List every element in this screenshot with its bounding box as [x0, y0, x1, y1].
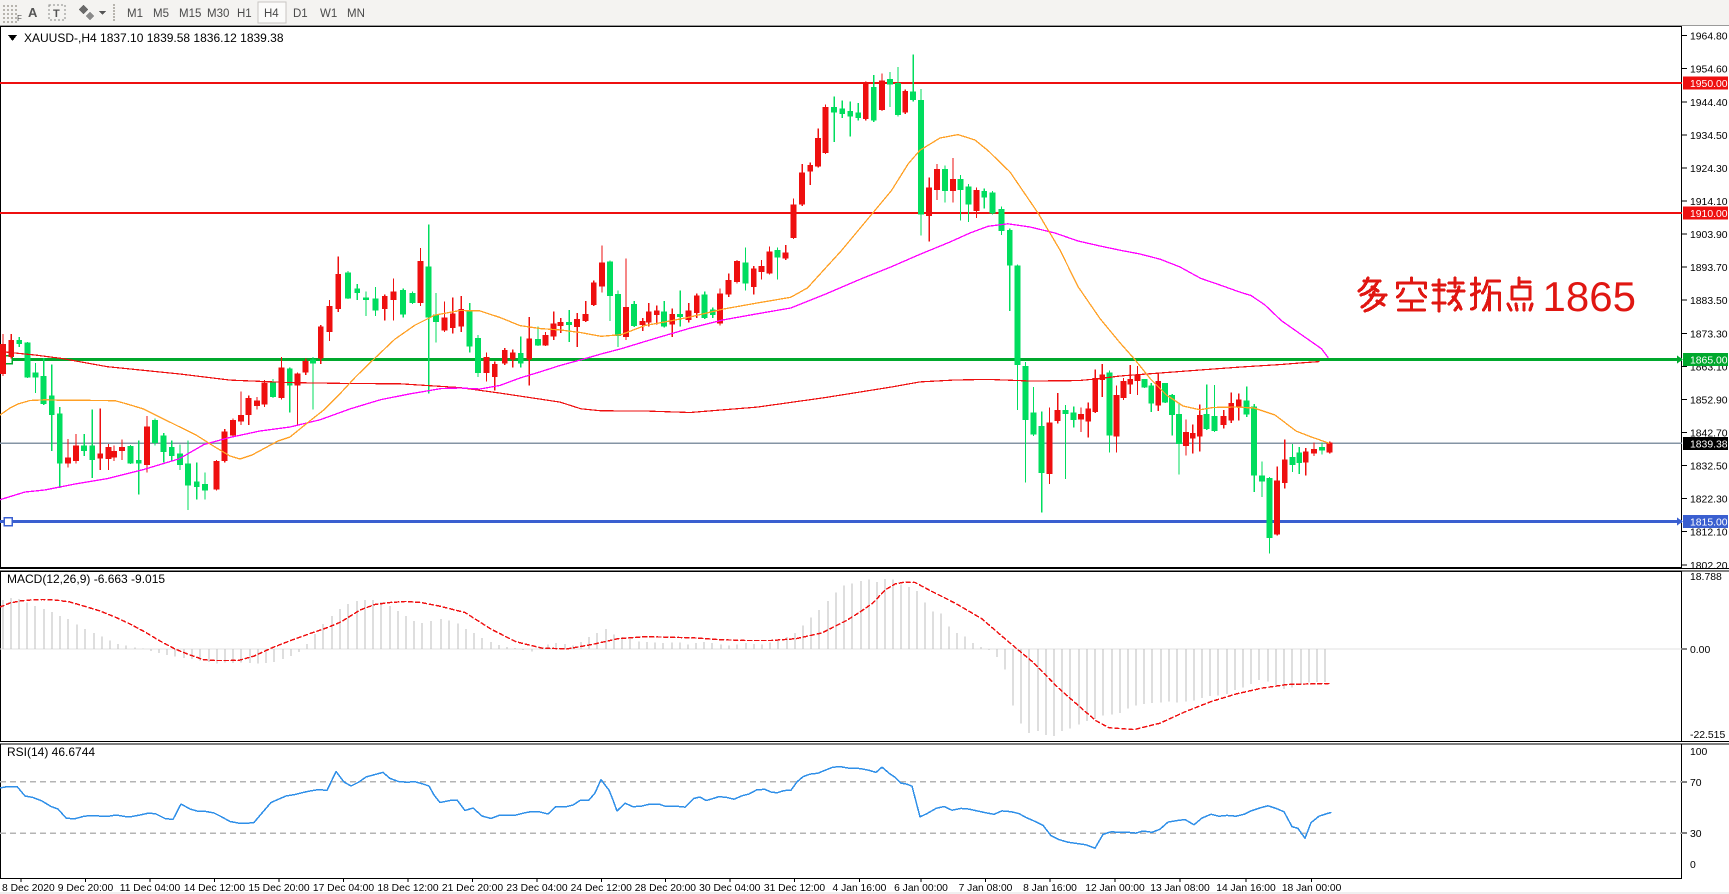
svg-text:H1: H1	[237, 8, 252, 20]
svg-text:14 Jan 16:00: 14 Jan 16:00	[1216, 883, 1276, 894]
svg-text:RSI(14) 46.6744: RSI(14) 46.6744	[7, 745, 95, 759]
svg-text:MACD(12,26,9) -6.663 -9.015: MACD(12,26,9) -6.663 -9.015	[7, 572, 165, 586]
svg-text:18.788: 18.788	[1690, 572, 1722, 583]
svg-text:30 Dec 04:00: 30 Dec 04:00	[699, 883, 761, 894]
svg-text:T: T	[53, 8, 60, 20]
svg-text:1822.30: 1822.30	[1690, 495, 1728, 506]
svg-text:1893.70: 1893.70	[1690, 263, 1728, 274]
svg-text:M15: M15	[179, 8, 201, 20]
svg-text:1910.00: 1910.00	[1690, 209, 1728, 220]
svg-text:M1: M1	[127, 8, 143, 20]
svg-text:M30: M30	[207, 8, 229, 20]
svg-text:24 Dec 12:00: 24 Dec 12:00	[571, 883, 633, 894]
svg-text:1842.70: 1842.70	[1690, 429, 1728, 440]
svg-text:9 Dec 20:00: 9 Dec 20:00	[58, 883, 114, 894]
svg-text:MN: MN	[347, 8, 365, 20]
svg-text:D1: D1	[293, 8, 308, 20]
svg-text:1903.90: 1903.90	[1690, 230, 1728, 241]
svg-text:28 Dec 20:00: 28 Dec 20:00	[635, 883, 697, 894]
svg-text:23 Dec 04:00: 23 Dec 04:00	[506, 883, 568, 894]
svg-text:100: 100	[1690, 747, 1708, 758]
svg-text:1873.30: 1873.30	[1690, 329, 1728, 340]
svg-text:1865: 1865	[1543, 273, 1636, 320]
svg-text:12 Jan 00:00: 12 Jan 00:00	[1085, 883, 1145, 894]
svg-text:1802.20: 1802.20	[1690, 561, 1728, 572]
svg-text:8 Dec 2020: 8 Dec 2020	[2, 883, 55, 894]
svg-text:1815.00: 1815.00	[1690, 518, 1728, 529]
svg-text:1944.40: 1944.40	[1690, 98, 1728, 109]
svg-text:31 Dec 12:00: 31 Dec 12:00	[764, 883, 826, 894]
svg-text:7 Jan 08:00: 7 Jan 08:00	[959, 883, 1013, 894]
svg-text:13 Jan 08:00: 13 Jan 08:00	[1150, 883, 1210, 894]
svg-text:1832.50: 1832.50	[1690, 462, 1728, 473]
svg-text:0.00: 0.00	[1690, 645, 1710, 656]
svg-text:30: 30	[1690, 829, 1702, 840]
svg-text:70: 70	[1690, 778, 1702, 789]
svg-text:1950.00: 1950.00	[1690, 79, 1728, 90]
svg-text:4 Jan 16:00: 4 Jan 16:00	[832, 883, 886, 894]
svg-text:15 Dec 20:00: 15 Dec 20:00	[248, 883, 310, 894]
svg-text:1883.50: 1883.50	[1690, 296, 1728, 307]
svg-text:18 Jan 00:00: 18 Jan 00:00	[1282, 883, 1342, 894]
svg-text:-22.515: -22.515	[1690, 730, 1725, 741]
svg-text:1839.38: 1839.38	[1690, 439, 1728, 450]
svg-text:1934.50: 1934.50	[1690, 131, 1728, 142]
svg-text:1852.90: 1852.90	[1690, 395, 1728, 406]
svg-text:1865.00: 1865.00	[1690, 356, 1728, 367]
svg-text:M5: M5	[153, 8, 169, 20]
svg-text:1863.10: 1863.10	[1690, 362, 1728, 373]
svg-text:1964.80: 1964.80	[1690, 32, 1728, 43]
svg-text:1954.60: 1954.60	[1690, 65, 1728, 76]
svg-text:F: F	[17, 14, 22, 23]
svg-text:0: 0	[1690, 860, 1696, 871]
svg-text:11 Dec 04:00: 11 Dec 04:00	[120, 883, 181, 894]
svg-text:17 Dec 04:00: 17 Dec 04:00	[313, 883, 375, 894]
svg-text:8 Jan 16:00: 8 Jan 16:00	[1023, 883, 1077, 894]
svg-text:1812.10: 1812.10	[1690, 528, 1728, 539]
svg-text:A: A	[28, 5, 38, 20]
svg-text:21 Dec 20:00: 21 Dec 20:00	[442, 883, 504, 894]
svg-text:6 Jan 00:00: 6 Jan 00:00	[894, 883, 948, 894]
svg-text:XAUUSD-,H4 1837.10 1839.58 18: XAUUSD-,H4 1837.10 1839.58 1836.12 1839.…	[24, 31, 284, 45]
svg-text:W1: W1	[320, 8, 337, 20]
svg-text:1914.10: 1914.10	[1690, 197, 1728, 208]
svg-text:18 Dec 12:00: 18 Dec 12:00	[377, 883, 439, 894]
svg-text:14 Dec 12:00: 14 Dec 12:00	[184, 883, 246, 894]
svg-text:1924.30: 1924.30	[1690, 164, 1728, 175]
svg-text:H4: H4	[264, 8, 279, 20]
